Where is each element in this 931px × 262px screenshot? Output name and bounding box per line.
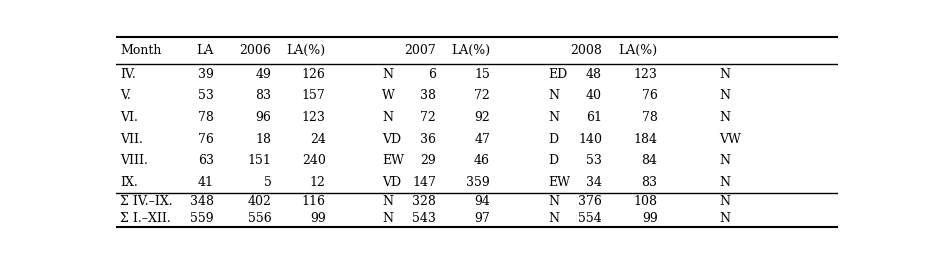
Text: 123: 123: [634, 68, 657, 81]
Text: 96: 96: [256, 111, 272, 124]
Text: 2008: 2008: [570, 44, 602, 57]
Text: 2007: 2007: [404, 44, 436, 57]
Text: N: N: [382, 68, 393, 81]
Text: N: N: [719, 111, 730, 124]
Text: 147: 147: [412, 176, 436, 189]
Text: D: D: [547, 154, 558, 167]
Text: N: N: [719, 176, 730, 189]
Text: 76: 76: [198, 133, 214, 145]
Text: 556: 556: [248, 212, 272, 225]
Text: 63: 63: [197, 154, 214, 167]
Text: LA(%): LA(%): [287, 44, 326, 57]
Text: 123: 123: [302, 111, 326, 124]
Text: 99: 99: [310, 212, 326, 225]
Text: 72: 72: [420, 111, 436, 124]
Text: 108: 108: [633, 195, 657, 208]
Text: 61: 61: [586, 111, 602, 124]
Text: 348: 348: [190, 195, 214, 208]
Text: 97: 97: [475, 212, 490, 225]
Text: 240: 240: [302, 154, 326, 167]
Text: N: N: [382, 195, 393, 208]
Text: 53: 53: [198, 90, 214, 102]
Text: 34: 34: [586, 176, 602, 189]
Text: Month: Month: [120, 44, 161, 57]
Text: LA(%): LA(%): [451, 44, 490, 57]
Text: D: D: [547, 133, 558, 145]
Text: 140: 140: [578, 133, 602, 145]
Text: 83: 83: [255, 90, 272, 102]
Text: 83: 83: [641, 176, 657, 189]
Text: N: N: [547, 212, 559, 225]
Text: 184: 184: [633, 133, 657, 145]
Text: LA: LA: [196, 44, 214, 57]
Text: 6: 6: [428, 68, 436, 81]
Text: 15: 15: [474, 68, 490, 81]
Text: N: N: [382, 212, 393, 225]
Text: Σ I.–XII.: Σ I.–XII.: [120, 212, 170, 225]
Text: 359: 359: [466, 176, 490, 189]
Text: N: N: [547, 195, 559, 208]
Text: 116: 116: [302, 195, 326, 208]
Text: N: N: [547, 111, 559, 124]
Text: N: N: [719, 154, 730, 167]
Text: 78: 78: [641, 111, 657, 124]
Text: N: N: [719, 212, 730, 225]
Text: VD: VD: [382, 176, 401, 189]
Text: EW: EW: [547, 176, 570, 189]
Text: 53: 53: [587, 154, 602, 167]
Text: 49: 49: [256, 68, 272, 81]
Text: W: W: [382, 90, 395, 102]
Text: 39: 39: [198, 68, 214, 81]
Text: 5: 5: [263, 176, 272, 189]
Text: 12: 12: [310, 176, 326, 189]
Text: 47: 47: [474, 133, 490, 145]
Text: VW: VW: [719, 133, 741, 145]
Text: LA(%): LA(%): [618, 44, 657, 57]
Text: VD: VD: [382, 133, 401, 145]
Text: N: N: [719, 90, 730, 102]
Text: 48: 48: [586, 68, 602, 81]
Text: IX.: IX.: [120, 176, 138, 189]
Text: EW: EW: [382, 154, 404, 167]
Text: IV.: IV.: [120, 68, 136, 81]
Text: VI.: VI.: [120, 111, 138, 124]
Text: 84: 84: [641, 154, 657, 167]
Text: 2006: 2006: [239, 44, 272, 57]
Text: 92: 92: [475, 111, 490, 124]
Text: N: N: [547, 90, 559, 102]
Text: V.: V.: [120, 90, 130, 102]
Text: ED: ED: [547, 68, 567, 81]
Text: 29: 29: [420, 154, 436, 167]
Text: 559: 559: [190, 212, 214, 225]
Text: 76: 76: [641, 90, 657, 102]
Text: 543: 543: [412, 212, 436, 225]
Text: Σ IV.–IX.: Σ IV.–IX.: [120, 195, 172, 208]
Text: 36: 36: [420, 133, 436, 145]
Text: 554: 554: [578, 212, 602, 225]
Text: 78: 78: [198, 111, 214, 124]
Text: 46: 46: [474, 154, 490, 167]
Text: 41: 41: [197, 176, 214, 189]
Text: 126: 126: [302, 68, 326, 81]
Text: VIII.: VIII.: [120, 154, 148, 167]
Text: 18: 18: [255, 133, 272, 145]
Text: N: N: [382, 111, 393, 124]
Text: N: N: [719, 68, 730, 81]
Text: 157: 157: [302, 90, 326, 102]
Text: 40: 40: [586, 90, 602, 102]
Text: 24: 24: [310, 133, 326, 145]
Text: 94: 94: [474, 195, 490, 208]
Text: 376: 376: [578, 195, 602, 208]
Text: 328: 328: [412, 195, 436, 208]
Text: N: N: [719, 195, 730, 208]
Text: VII.: VII.: [120, 133, 142, 145]
Text: 72: 72: [475, 90, 490, 102]
Text: 151: 151: [248, 154, 272, 167]
Text: 99: 99: [641, 212, 657, 225]
Text: 38: 38: [420, 90, 436, 102]
Text: 402: 402: [248, 195, 272, 208]
